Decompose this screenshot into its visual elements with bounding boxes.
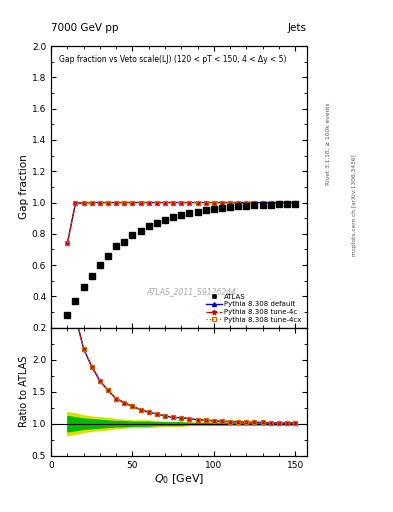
Text: Gap fraction vs Veto scale(LJ) (120 < pT < 150, 4 < Δy < 5): Gap fraction vs Veto scale(LJ) (120 < pT… — [59, 55, 286, 63]
Text: 7000 GeV pp: 7000 GeV pp — [51, 23, 119, 33]
Text: mcplots.cern.ch [arXiv:1306.3436]: mcplots.cern.ch [arXiv:1306.3436] — [352, 154, 357, 255]
Legend: ATLAS, Pythia 8.308 default, Pythia 8.308 tune-4c, Pythia 8.308 tune-4cx: ATLAS, Pythia 8.308 default, Pythia 8.30… — [205, 292, 303, 324]
Y-axis label: Ratio to ATLAS: Ratio to ATLAS — [19, 356, 29, 428]
Text: Jets: Jets — [288, 23, 307, 33]
Text: ATLAS_2011_S9126244: ATLAS_2011_S9126244 — [147, 287, 237, 296]
Y-axis label: Gap fraction: Gap fraction — [19, 155, 29, 219]
X-axis label: $Q_0$ [GeV]: $Q_0$ [GeV] — [154, 472, 204, 486]
Text: Rivet 3.1.10, ≥ 100k events: Rivet 3.1.10, ≥ 100k events — [326, 102, 331, 185]
